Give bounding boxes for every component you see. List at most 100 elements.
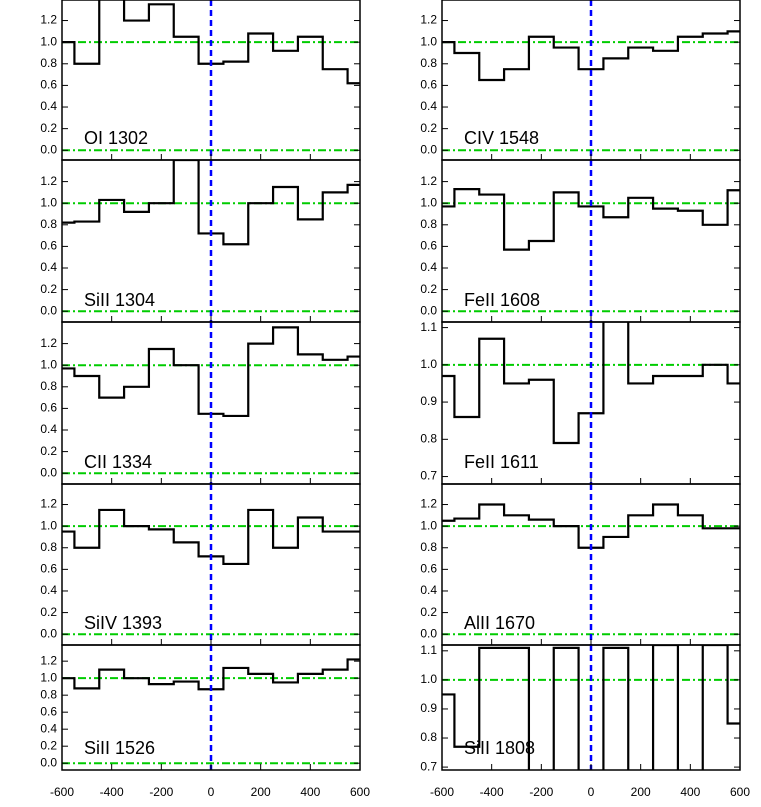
y-tick-label: 0.0: [40, 626, 57, 640]
y-tick-label: 1.2: [420, 13, 437, 27]
y-tick-label: 1.2: [40, 653, 57, 667]
plot-area: [62, 484, 360, 645]
y-tick-label: 0.7: [420, 759, 437, 773]
y-tick-label: 0.6: [420, 78, 437, 92]
y-tick-label: 1.2: [420, 174, 437, 188]
x-tick-label: 0: [208, 785, 215, 799]
panel-label: AlII 1670: [464, 613, 535, 633]
y-tick-label: 0.6: [420, 239, 437, 253]
y-tick-label: 0.4: [40, 583, 57, 597]
spectrum-line: [442, 30, 740, 82]
panel-label: FeII 1611: [464, 452, 539, 472]
x-tick-label: 200: [251, 785, 271, 799]
spectrum-line: [442, 503, 740, 549]
y-tick-label: 1.0: [40, 357, 57, 371]
y-tick-label: 0.7: [420, 469, 437, 483]
y-tick-label: 0.6: [40, 401, 57, 415]
y-tick-label: 1.2: [40, 336, 57, 350]
spectrum-line: [62, 658, 360, 691]
y-tick-label: 1.0: [40, 195, 57, 209]
y-tick-label: 1.0: [420, 518, 437, 532]
panel: 0.0 0.2 0.4 0.6 0.8 1.0 1.2 CIV 1548: [420, 0, 741, 161]
y-tick-label: 1.0: [40, 518, 57, 532]
y-tick-label: 1.0: [420, 357, 437, 371]
y-tick-label: 1.0: [40, 34, 57, 48]
panel: 0.0 0.2 0.4 0.6 0.8 1.0 1.2 CII 1334: [40, 321, 361, 485]
y-tick-label: 0.8: [40, 540, 57, 554]
y-tick-label: 1.2: [40, 497, 57, 511]
panel-frame: [441, 644, 741, 771]
panel: 0.0 0.2 0.4 0.6 0.8 1.0 1.2 OI 1302: [40, 0, 361, 161]
plot-area: [442, 484, 740, 645]
y-tick-label: 0.8: [420, 431, 437, 445]
panel-label: SiII 1526: [84, 738, 155, 758]
y-tick-label: 1.0: [420, 195, 437, 209]
plot-area: [62, 322, 360, 484]
x-tick-label: -600: [50, 785, 74, 799]
panel: 0.7 0.8 0.9 1.0 1.1 FeII 1611: [420, 320, 741, 485]
panel: 0.0 0.2 0.4 0.6 0.8 1.0 1.2 SiIV 1393: [40, 483, 361, 646]
y-tick-label: 1.0: [420, 34, 437, 48]
y-tick-label: 1.2: [40, 13, 57, 27]
y-tick-label: 0.6: [420, 562, 437, 576]
x-tick-label: 600: [730, 785, 750, 799]
y-tick-label: 0.2: [420, 282, 437, 296]
panel-label: SiII 1808: [464, 738, 535, 758]
y-tick-label: 0.2: [420, 605, 437, 619]
panel-frame: [61, 644, 361, 771]
plot-area: [62, 645, 360, 770]
y-tick-label: 0.6: [40, 239, 57, 253]
y-tick-label: 0.8: [420, 217, 437, 231]
y-tick-label: 1.2: [420, 497, 437, 511]
y-tick-label: 1.0: [420, 672, 437, 686]
y-tick-label: 0.8: [40, 217, 57, 231]
y-tick-label: 1.2: [40, 174, 57, 188]
y-tick-label: 0.8: [420, 730, 437, 744]
spectrum-line: [442, 322, 740, 445]
y-tick-label: 0.4: [40, 260, 57, 274]
y-tick-label: 0.4: [40, 721, 57, 735]
x-tick-label: 200: [631, 785, 651, 799]
plot-area: [62, 160, 360, 322]
plot-area: [62, 0, 360, 160]
plot-area: [442, 322, 740, 484]
y-tick-label: 0.2: [40, 605, 57, 619]
y-tick-label: 0.8: [40, 56, 57, 70]
y-tick-label: 0.0: [420, 142, 437, 156]
y-tick-label: 0.2: [40, 121, 57, 135]
y-tick-label: 1.0: [40, 670, 57, 684]
y-tick-label: 0.0: [420, 626, 437, 640]
y-tick-label: 1.1: [420, 320, 437, 334]
panel-label: SiIV 1393: [84, 613, 162, 633]
plot-area: [442, 645, 740, 770]
panel-label: CIV 1548: [464, 128, 539, 148]
spectrum-line: [442, 188, 740, 251]
x-tick-label: 0: [588, 785, 595, 799]
x-tick-label: 600: [350, 785, 370, 799]
y-tick-label: 0.9: [420, 701, 437, 715]
panel: 0.0 0.2 0.4 0.6 0.8 1.0 1.2 -600 -400 -200 0 200 400…: [40, 644, 370, 799]
y-tick-label: 0.8: [420, 540, 437, 554]
y-tick-label: 0.9: [420, 394, 437, 408]
x-tick-label: -200: [149, 785, 173, 799]
y-tick-label: 0.2: [40, 282, 57, 296]
y-tick-label: 0.8: [40, 687, 57, 701]
y-tick-label: 0.8: [40, 379, 57, 393]
y-tick-label: 0.2: [40, 738, 57, 752]
x-tick-label: -400: [480, 785, 504, 799]
y-tick-label: 1.1: [420, 643, 437, 657]
y-tick-label: 0.4: [40, 99, 57, 113]
panel-label: FeII 1608: [464, 290, 540, 310]
y-tick-label: 0.4: [420, 99, 437, 113]
panel-label: CII 1334: [84, 452, 152, 472]
y-tick-label: 0.0: [40, 142, 57, 156]
plot-area: [442, 0, 740, 160]
panel: 0.0 0.2 0.4 0.6 0.8 1.0 1.2 SiII 1304: [40, 159, 361, 323]
x-tick-label: 400: [300, 785, 320, 799]
y-tick-label: 0.0: [40, 303, 57, 317]
spectrum-line: [62, 508, 360, 566]
x-tick-label: -600: [430, 785, 454, 799]
panel-label: SiII 1304: [84, 290, 155, 310]
